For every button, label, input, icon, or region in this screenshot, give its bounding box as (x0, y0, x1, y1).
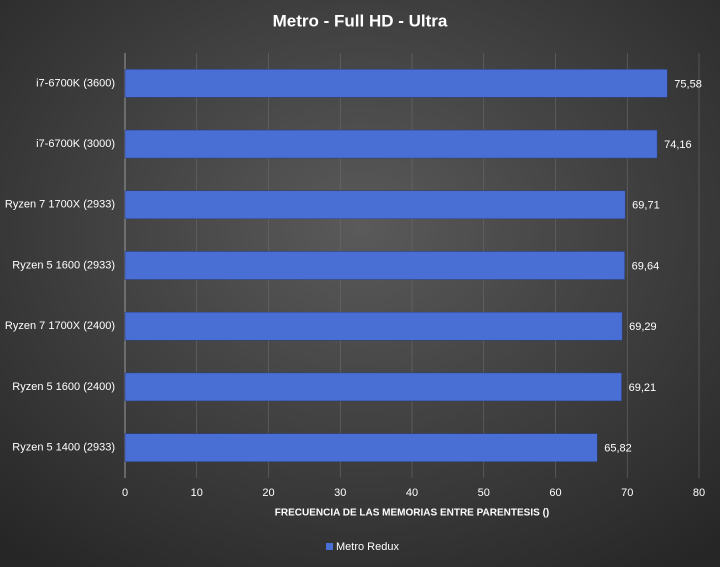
x-axis-title: FRECUENCIA DE LAS MEMORIAS ENTRE PARENTE… (275, 508, 549, 519)
chart-title: Metro - Full HD - Ultra (273, 11, 448, 30)
value-label: 75,58 (674, 78, 702, 90)
y-tick-label: i7-6700K (3000) (36, 138, 115, 150)
bar (124, 372, 622, 402)
x-tick-label: 40 (406, 487, 418, 499)
x-tick-label: 70 (621, 487, 633, 499)
x-tick-label: 10 (191, 487, 203, 499)
legend-swatch (326, 543, 333, 550)
y-tick-label: Ryzen 5 1600 (2933) (12, 259, 115, 271)
value-label: 69,64 (632, 260, 660, 272)
legend-label: Metro Redux (336, 541, 399, 553)
value-label: 69,29 (629, 321, 657, 333)
y-tick-label: i7-6700K (3600) (36, 77, 115, 89)
bar (124, 433, 598, 462)
bar (124, 190, 626, 220)
value-label: 69,21 (629, 382, 657, 394)
bar (124, 69, 668, 98)
y-tick-label: Ryzen 5 1600 (2400) (12, 381, 115, 393)
bar (124, 311, 623, 341)
value-label: 74,16 (664, 139, 692, 151)
x-tick-label: 50 (478, 487, 490, 499)
value-label: 69,71 (632, 200, 660, 212)
x-tick-label: 80 (693, 487, 705, 499)
x-tick-label: 30 (334, 487, 346, 499)
y-tick-label: Ryzen 5 1400 (2933) (12, 442, 115, 454)
bar (124, 129, 658, 159)
value-label: 65,82 (604, 443, 632, 455)
x-tick-label: 0 (122, 487, 128, 499)
bar (124, 251, 625, 280)
y-tick-label: Ryzen 7 1700X (2400) (5, 320, 115, 332)
x-tick-label: 60 (549, 487, 561, 499)
x-tick-label: 20 (262, 487, 274, 499)
y-tick-label: Ryzen 7 1700X (2933) (5, 199, 115, 211)
